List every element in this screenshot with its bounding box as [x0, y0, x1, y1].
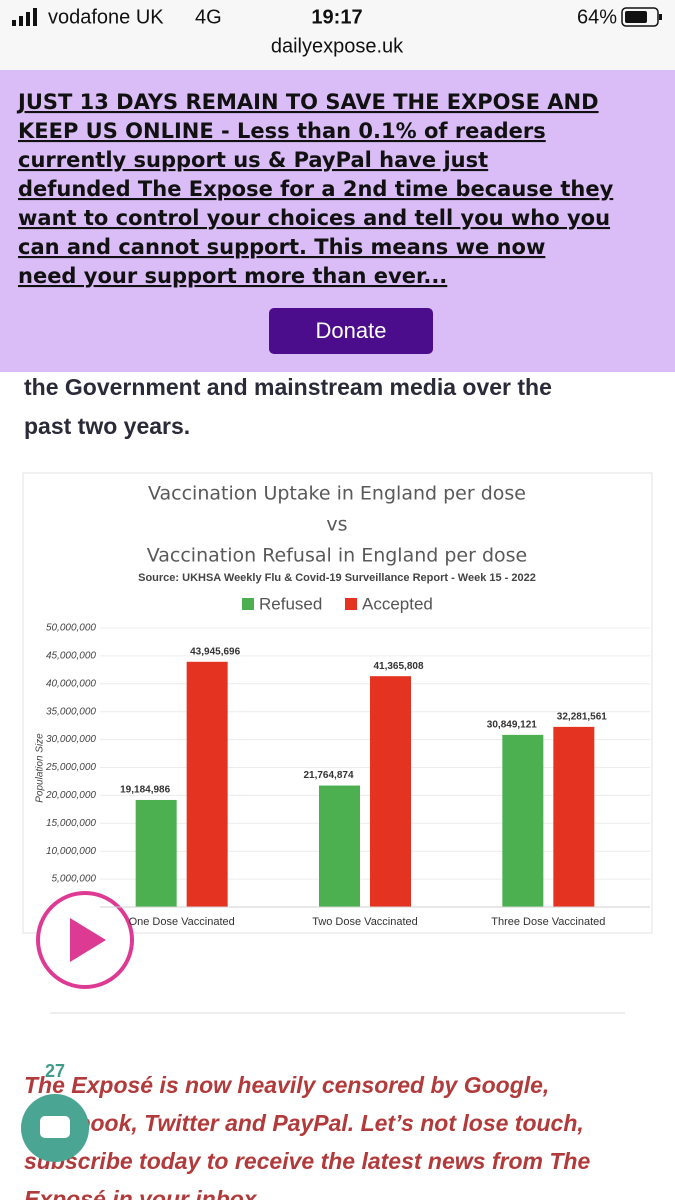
- bar: [370, 676, 411, 907]
- donate-label[interactable]: Donate: [316, 318, 387, 343]
- banner-line: need your support more than ever...: [18, 264, 447, 288]
- y-tick-label: 25,000,000: [45, 762, 96, 773]
- bar: [186, 661, 228, 907]
- value-label: 43,945,696: [190, 646, 240, 657]
- x-tick-label: Two Dose Vaccinated: [312, 916, 418, 928]
- value-label: 32,281,561: [557, 712, 607, 723]
- footer-line: Facebook, Twitter and PayPal. Let’s not …: [24, 1110, 584, 1136]
- chart-title: Vaccination Refusal in England per dose: [147, 545, 528, 567]
- y-tick-label: 45,000,000: [46, 651, 96, 662]
- y-tick-label: 5,000,000: [52, 874, 97, 885]
- chat-badge: 27: [45, 1061, 65, 1081]
- y-tick-label: 40,000,000: [46, 678, 96, 689]
- time: 19:17: [311, 6, 362, 28]
- article-line: past two years.: [24, 413, 190, 439]
- bar: [553, 726, 595, 907]
- y-tick-label: 30,000,000: [46, 734, 96, 745]
- x-tick-label: Three Dose Vaccinated: [491, 916, 605, 928]
- y-tick-label: 35,000,000: [46, 706, 96, 717]
- bar: [502, 734, 544, 907]
- footer-line: subscribe today to receive the latest ne…: [24, 1148, 590, 1174]
- y-axis-label: Population Size: [35, 733, 46, 803]
- bar: [319, 785, 360, 907]
- banner-line: JUST 13 DAYS REMAIN TO SAVE THE EXPOSE A…: [16, 90, 599, 114]
- battery-icon: [621, 7, 662, 27]
- status-bar: [0, 0, 675, 70]
- y-tick-label: 20,000,000: [45, 790, 96, 801]
- url[interactable]: dailyexpose.uk: [271, 35, 404, 57]
- banner-line: currently support us & PayPal have just: [18, 148, 488, 172]
- banner-line: KEEP US ONLINE - Less than 0.1% of reade…: [18, 119, 546, 143]
- network: 4G: [195, 6, 222, 28]
- legend-swatch: [242, 598, 254, 610]
- donate-button[interactable]: [269, 308, 433, 354]
- value-label: 19,184,986: [120, 785, 170, 796]
- banner-line: defunded The Expose for a 2nd time becau…: [18, 177, 614, 201]
- chat-icon: [40, 1116, 70, 1138]
- footer-line: Exposé in your inbox: [24, 1186, 258, 1200]
- chart-title: vs: [326, 514, 347, 536]
- carrier: vodafone UK: [48, 6, 164, 28]
- play-button[interactable]: [36, 891, 134, 989]
- chart-subtitle: Source: UKHSA Weekly Flu & Covid-19 Surv…: [138, 572, 536, 584]
- banner-line: want to control your choices and tell yo…: [18, 206, 610, 230]
- value-label: 21,764,874: [303, 770, 353, 781]
- legend-label: Accepted: [362, 594, 433, 613]
- legend-label: Refused: [259, 594, 322, 613]
- footer-line: The Exposé is now heavily censored by Go…: [24, 1072, 549, 1098]
- y-tick-label: 10,000,000: [46, 846, 96, 857]
- legend-swatch: [345, 598, 357, 610]
- value-label: 30,849,121: [487, 720, 537, 731]
- article-line: the Government and mainstream media over…: [24, 374, 552, 400]
- value-label: 41,365,808: [373, 661, 423, 672]
- y-tick-label: 50,000,000: [46, 623, 96, 634]
- y-tick-label: 15,000,000: [46, 818, 96, 829]
- battery-level: 64%: [577, 6, 617, 28]
- bar: [135, 799, 177, 907]
- chart-title: Vaccination Uptake in England per dose: [148, 483, 526, 505]
- x-tick-label: One Dose Vaccinated: [129, 916, 235, 928]
- banner-line: can and cannot support. This means we no…: [18, 235, 545, 259]
- signal-icon: [12, 8, 37, 26]
